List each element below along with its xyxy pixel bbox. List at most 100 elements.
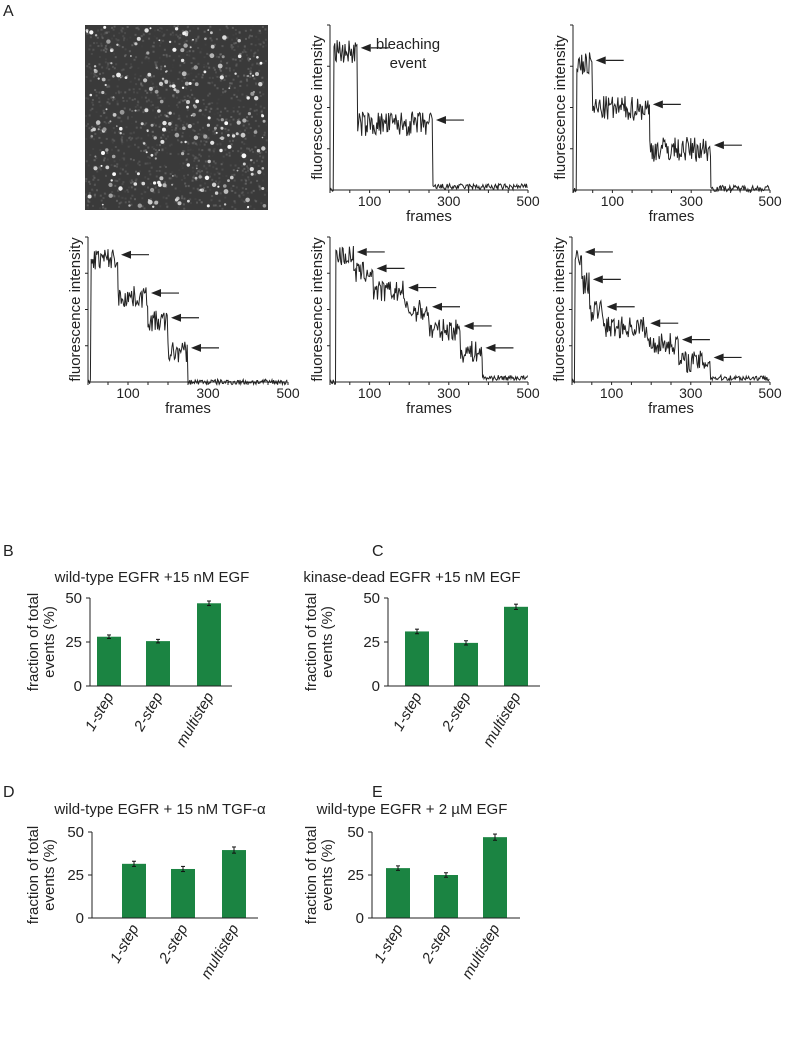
image-noise: [147, 76, 150, 79]
image-noise: [132, 88, 135, 91]
fluorescent-spot: [195, 167, 198, 170]
fluorescent-spot: [110, 179, 113, 182]
image-noise: [224, 38, 227, 41]
image-noise: [89, 109, 92, 112]
image-noise: [178, 117, 181, 120]
fluorescent-spot: [89, 93, 93, 97]
x-axis-label: frames: [649, 208, 695, 225]
image-noise: [146, 162, 149, 165]
image-noise: [230, 44, 233, 47]
image-noise: [246, 119, 249, 122]
image-noise: [216, 75, 219, 78]
image-noise: [158, 56, 161, 59]
image-noise: [249, 182, 252, 185]
image-noise: [153, 93, 155, 95]
image-noise: [110, 37, 113, 40]
image-noise: [117, 90, 120, 93]
image-noise: [154, 61, 157, 64]
image-noise: [203, 143, 206, 146]
image-noise: [87, 32, 90, 35]
image-noise: [235, 139, 238, 142]
image-noise: [91, 98, 94, 101]
intensity-trace: [87, 249, 288, 387]
image-noise: [164, 172, 167, 175]
fluorescent-spot: [109, 120, 112, 123]
image-noise: [252, 150, 255, 153]
image-noise: [153, 29, 156, 32]
image-noise: [98, 72, 101, 75]
image-noise: [234, 28, 237, 31]
image-noise: [122, 99, 125, 102]
image-noise: [202, 133, 205, 136]
image-noise: [120, 120, 123, 123]
image-noise: [191, 93, 194, 96]
image-noise: [254, 82, 257, 85]
image-noise: [111, 138, 114, 141]
image-noise: [233, 173, 236, 176]
image-noise: [152, 122, 155, 125]
fluorescent-spot: [165, 70, 167, 73]
image-noise: [231, 47, 234, 50]
image-noise: [151, 45, 154, 48]
image-noise: [195, 179, 198, 182]
image-noise: [224, 118, 227, 121]
fluorescent-spot: [97, 128, 100, 131]
image-noise: [245, 78, 248, 81]
image-noise: [140, 137, 143, 140]
image-noise: [168, 177, 171, 180]
image-noise: [123, 157, 126, 160]
image-noise: [92, 140, 94, 142]
fluorescent-spot: [207, 116, 211, 120]
image-noise: [106, 158, 109, 161]
image-noise: [219, 114, 222, 117]
image-noise: [214, 71, 217, 74]
fluorescent-spot: [188, 82, 192, 85]
image-noise: [255, 200, 258, 203]
image-noise: [104, 41, 107, 44]
image-noise: [259, 151, 262, 154]
fluorescent-spot: [261, 136, 264, 139]
x-tick-label: 100: [358, 193, 382, 209]
image-noise: [91, 101, 94, 104]
image-noise: [173, 112, 176, 115]
image-noise: [112, 127, 115, 130]
image-noise: [157, 189, 160, 192]
image-noise: [187, 73, 190, 76]
image-noise: [228, 182, 231, 185]
image-noise: [135, 126, 138, 129]
image-noise: [92, 175, 95, 178]
image-noise: [187, 185, 190, 188]
image-noise: [99, 194, 102, 197]
image-noise: [179, 119, 182, 122]
image-noise: [118, 144, 120, 146]
image-noise: [121, 141, 124, 144]
image-noise: [187, 195, 189, 197]
image-noise: [204, 108, 207, 111]
image-noise: [193, 157, 196, 160]
image-noise: [204, 160, 207, 163]
image-noise: [248, 123, 251, 126]
image-noise: [122, 68, 125, 71]
image-noise: [158, 125, 161, 128]
fluorescent-spot: [257, 170, 262, 175]
image-noise: [162, 54, 165, 57]
image-noise: [258, 63, 261, 66]
fluorescent-spot: [203, 70, 207, 74]
x-tick-label: 500: [516, 385, 540, 401]
image-noise: [93, 138, 96, 141]
image-noise: [177, 117, 180, 120]
image-noise: [126, 26, 129, 29]
image-noise: [231, 205, 234, 208]
image-noise: [208, 148, 211, 151]
image-noise: [201, 76, 204, 79]
image-noise: [91, 107, 94, 110]
image-noise: [154, 62, 157, 65]
image-noise: [172, 94, 175, 97]
image-noise: [154, 152, 157, 155]
image-noise: [251, 148, 254, 151]
image-noise: [226, 62, 229, 65]
image-noise: [249, 205, 252, 208]
image-noise: [88, 66, 91, 69]
image-noise: [140, 45, 143, 48]
image-noise: [175, 127, 178, 130]
